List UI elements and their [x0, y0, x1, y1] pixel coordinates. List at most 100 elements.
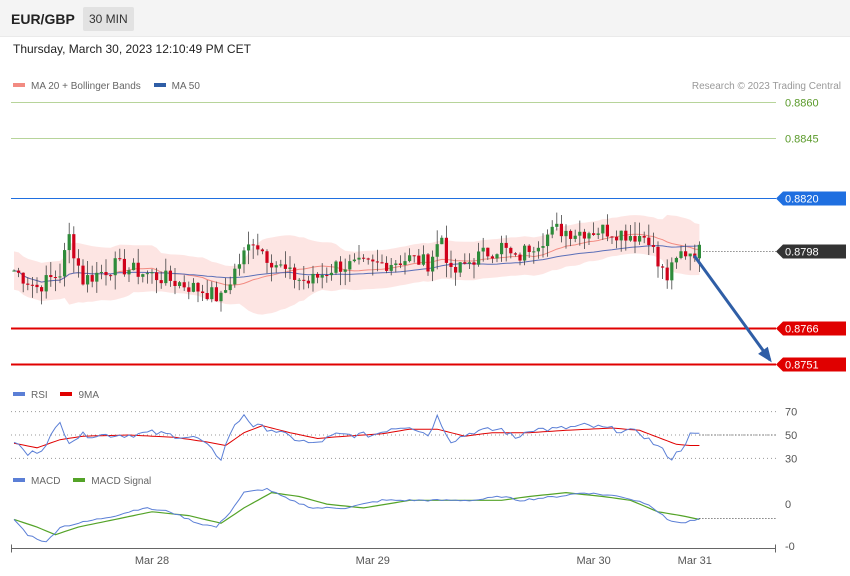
candle-body	[412, 255, 416, 257]
candle-body	[237, 264, 241, 269]
candle-body	[343, 269, 347, 272]
candle-body	[12, 270, 16, 272]
candle-body	[426, 254, 430, 272]
candle-body	[532, 251, 536, 253]
projection-arrow-line	[692, 254, 772, 361]
candle-body	[642, 235, 646, 238]
candle-body	[178, 282, 182, 286]
candle-body	[615, 236, 619, 241]
candle-body	[651, 245, 655, 247]
candle-body	[380, 262, 384, 264]
legend-rsi-ma: 9MA	[78, 390, 100, 401]
candle-body	[297, 279, 301, 281]
candle-body	[375, 261, 379, 263]
candle-body	[596, 233, 600, 235]
rsi-tick-label: 50	[785, 430, 797, 442]
candle-body	[408, 255, 412, 262]
candle-body	[610, 236, 614, 238]
bollinger-band	[14, 214, 700, 315]
candle-body	[633, 236, 637, 242]
candle-body	[81, 265, 85, 285]
candle-body	[219, 292, 223, 302]
legend-ma50: MA 50	[171, 81, 200, 92]
candle-body	[182, 282, 186, 288]
candle-body	[67, 234, 71, 251]
credit-text: Research © 2023 Trading Central	[691, 81, 841, 92]
macd-line	[13, 487, 700, 543]
candle-body	[592, 233, 596, 235]
candle-body	[76, 258, 80, 266]
candle-body	[513, 253, 517, 255]
level-label-5: 0.8751	[785, 360, 819, 372]
candle-body	[403, 261, 407, 265]
candle-body	[398, 263, 402, 265]
candle-body	[90, 275, 94, 282]
candle-body	[362, 257, 366, 259]
candle-body	[421, 254, 425, 265]
candle-body	[334, 261, 338, 273]
level-label-4: 0.8766	[785, 324, 819, 336]
candle-body	[168, 270, 172, 281]
legend-macd: MACD	[31, 476, 61, 487]
candle-body	[293, 267, 297, 280]
candle-body	[173, 280, 177, 286]
macd-signal-line	[13, 491, 700, 536]
candle-body	[500, 242, 504, 255]
candle-body	[339, 261, 343, 272]
candle-body	[527, 245, 531, 252]
rsi-ma-line	[13, 425, 700, 449]
candle-body	[228, 284, 232, 291]
candle-body	[270, 262, 274, 268]
candle-body	[95, 272, 99, 282]
candle-body	[302, 279, 306, 281]
candle-body	[30, 284, 34, 286]
candle-body	[325, 275, 329, 277]
candle-body	[564, 230, 568, 237]
candle-body	[145, 273, 149, 275]
candle-body	[559, 223, 563, 237]
level-label-1: 0.8845	[785, 134, 819, 146]
candle-body	[210, 287, 214, 300]
candle-body	[605, 224, 609, 237]
candle-body	[118, 258, 122, 260]
candle-body	[619, 230, 623, 241]
candle-body	[656, 246, 660, 267]
candle-body	[440, 237, 444, 245]
level-tag-5	[776, 357, 846, 372]
candle-body	[582, 231, 586, 239]
candle-body	[472, 262, 476, 265]
candle-body	[159, 280, 163, 284]
candle-body	[628, 236, 632, 241]
candle-body	[523, 245, 527, 261]
candle-body	[320, 275, 324, 278]
candle-body	[224, 290, 228, 293]
level-label-0: 0.8860	[785, 98, 819, 110]
candle-body	[58, 276, 62, 278]
candle-body	[251, 244, 255, 246]
candle-body	[638, 235, 642, 242]
rsi-tick-label: 30	[785, 453, 797, 465]
candle-body	[164, 270, 168, 284]
timeframe-button[interactable]: 30 MIN	[83, 7, 134, 31]
candle-body	[256, 245, 260, 250]
macd-legend: MACD MACD Signal	[13, 476, 151, 487]
candle-body	[454, 266, 458, 273]
candle-body	[72, 234, 76, 259]
candle-body	[477, 251, 481, 265]
level-tag-2	[776, 191, 846, 206]
candle-body	[647, 237, 651, 246]
rsi-line	[13, 413, 700, 462]
candle-body	[490, 256, 494, 259]
candle-body	[371, 259, 375, 262]
macd-signal-swatch	[73, 478, 86, 483]
level-label-3: 0.8798	[785, 247, 819, 259]
candle-body	[444, 237, 448, 263]
candle-body	[247, 244, 251, 251]
candle-body	[536, 247, 540, 252]
candle-body	[205, 293, 209, 300]
candles	[12, 212, 701, 312]
candle-body	[141, 274, 145, 277]
bollinger-swatch	[13, 83, 25, 88]
candle-body	[394, 263, 398, 265]
